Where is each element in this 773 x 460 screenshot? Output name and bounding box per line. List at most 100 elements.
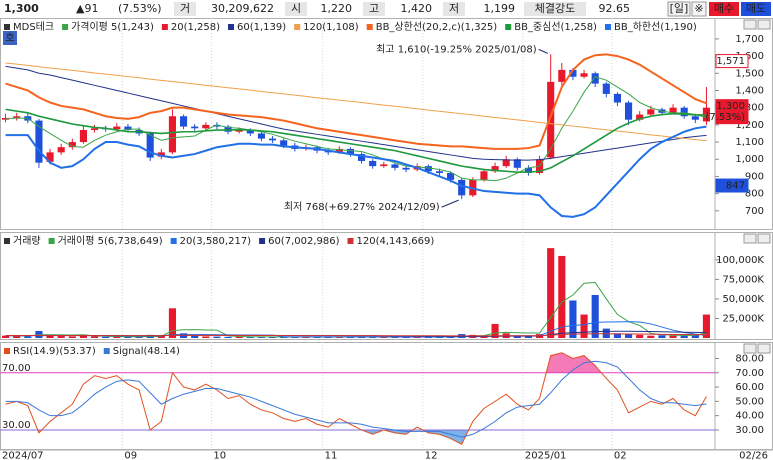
y-tick-label: 1,300 <box>735 103 764 114</box>
candle-body <box>391 164 399 168</box>
candle-body <box>680 107 688 117</box>
legend-label: 20(1,258) <box>171 22 220 33</box>
x-tick-label: 09 <box>124 451 137 460</box>
volume-bar <box>691 334 699 338</box>
legend-marker <box>366 24 373 30</box>
volume-bar <box>224 336 232 338</box>
volume-bar <box>547 248 555 338</box>
price-change: ▲91 <box>76 2 98 15</box>
label-cell <box>443 2 465 16</box>
legend-marker <box>4 24 10 30</box>
volume-bar <box>369 336 377 338</box>
x-tick-label: 02 <box>614 451 627 460</box>
current-date-label: 02/26 <box>739 451 768 460</box>
candle-body <box>113 126 121 130</box>
legend-label: 120(1,108) <box>303 22 359 33</box>
candle-body <box>180 116 188 127</box>
volume-bar <box>302 337 310 338</box>
panel-frame <box>0 342 773 450</box>
series-line <box>5 65 707 161</box>
volume-bar <box>291 337 299 338</box>
y-tick-label: 1,600 <box>735 51 764 62</box>
candle-body <box>613 93 621 103</box>
panel-icon <box>757 19 771 30</box>
volume-bar <box>669 335 677 338</box>
volume-value: 30,209,622 <box>211 2 274 15</box>
label-cell <box>174 2 196 16</box>
price-tag <box>715 54 749 69</box>
candle-body <box>157 152 165 157</box>
volume-bar <box>57 336 65 338</box>
settings-button-label[interactable]: ※ <box>694 2 703 15</box>
y-tick-label: 50,000K <box>722 294 764 305</box>
panel-icon <box>757 233 771 244</box>
legend-marker <box>161 24 168 30</box>
price-tag <box>715 99 749 125</box>
x-tick-label: 11 <box>325 451 338 460</box>
candle-body <box>480 171 488 180</box>
legend-marker <box>347 238 354 244</box>
candle-body <box>257 133 265 139</box>
candle-body <box>669 107 677 113</box>
volume-bar <box>24 336 32 338</box>
legend-marker <box>259 238 266 244</box>
y-tick-label: 40.00 <box>735 411 764 422</box>
period-button-label[interactable]: [일] <box>670 1 689 15</box>
volume-bar <box>580 314 588 338</box>
y-tick-label: 900 <box>745 171 764 182</box>
legend-marker <box>604 24 611 30</box>
volume-bar <box>680 335 688 338</box>
volume-bar <box>113 336 121 338</box>
legend-marker <box>294 24 301 30</box>
chart-button[interactable] <box>3 31 17 45</box>
legend-label: 60(7,002,986) <box>268 236 340 247</box>
candle-body <box>513 159 521 168</box>
candle-body <box>602 83 610 94</box>
volume-bar <box>658 335 666 338</box>
y-tick-label: 30.00 <box>735 425 764 436</box>
panel-icon <box>743 233 757 244</box>
rsi-zone-fill <box>5 352 707 373</box>
annotation: 최저 768(+69.27% 2024/12/09) <box>284 201 440 213</box>
volume-bar <box>625 334 633 338</box>
price-tag-label: 847 <box>726 181 745 192</box>
series-line <box>5 352 707 445</box>
legend-marker <box>505 24 512 30</box>
annotation-arrow <box>538 48 548 54</box>
y-tick-label: 60.00 <box>735 382 764 393</box>
candle-body <box>335 148 343 153</box>
y-tick-label: 1,100 <box>735 137 764 148</box>
chart-button-label: 호 <box>5 32 14 44</box>
high-label: 고 <box>369 2 379 15</box>
candle-body <box>68 142 76 148</box>
candle-body <box>35 120 43 163</box>
series-line <box>5 108 707 173</box>
high-value: 1,420 <box>401 2 433 15</box>
price-tag <box>715 178 749 193</box>
candle-body <box>625 102 633 120</box>
sell-button-label[interactable]: 매도 <box>746 2 766 15</box>
x-tick-label: 2024/07 <box>2 451 44 460</box>
header-bar <box>0 0 773 18</box>
period-button[interactable] <box>667 1 691 17</box>
y-tick-label: 700 <box>745 206 764 217</box>
settings-button[interactable] <box>691 1 707 17</box>
volume-bar <box>213 336 221 338</box>
volume-bar <box>2 335 10 338</box>
buy-button[interactable] <box>709 2 739 16</box>
legend-label: Signal(48.14) <box>113 346 180 357</box>
candle-body <box>191 126 199 129</box>
candle-body <box>202 124 210 129</box>
volume-bar <box>591 295 599 338</box>
volume-bar <box>68 336 76 338</box>
candle-body <box>346 148 354 155</box>
volume-bar <box>513 335 521 338</box>
volume-bar <box>157 336 165 338</box>
rsi-level-label: 30.00 <box>2 420 31 431</box>
volume-bar <box>269 336 277 338</box>
buy-button-label[interactable]: 매수 <box>714 2 734 15</box>
sell-button[interactable] <box>741 2 771 16</box>
legend-label: 거래이평 5(6,738,649) <box>58 235 163 247</box>
volume-bar <box>613 333 621 338</box>
